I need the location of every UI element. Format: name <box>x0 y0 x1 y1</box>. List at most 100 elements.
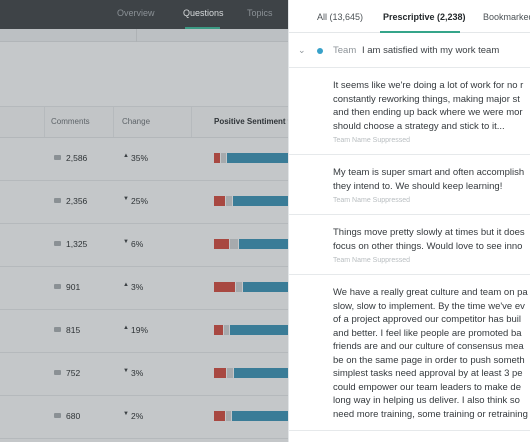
top-navigation: Overview Questions Topics <box>0 0 290 29</box>
nav-tab-topics[interactable]: Topics <box>247 8 273 18</box>
sentiment-bar <box>214 153 290 163</box>
comment-team-label: Team Name Suppressed <box>333 137 411 144</box>
sentiment-neutral-segment <box>227 368 233 378</box>
comments-column-header[interactable]: Comments <box>51 117 90 126</box>
sentiment-bar <box>214 196 290 206</box>
sentiment-positive-segment <box>232 411 290 421</box>
comment-line: could empower our team leaders to make d… <box>333 381 521 393</box>
sentiment-bar <box>214 282 290 292</box>
chevron-down-icon[interactable]: ⌄ <box>298 45 306 55</box>
comment-icon <box>54 413 61 418</box>
comment-line: simplest tasks need approval by at least… <box>333 368 523 379</box>
sentiment-bar <box>214 411 290 421</box>
comment-count: 2,586 <box>66 153 88 163</box>
comment-icon <box>54 327 61 332</box>
column-separator <box>44 107 45 137</box>
status-dot-icon <box>317 48 323 54</box>
tab-prescriptive[interactable]: Prescriptive (2,238) <box>383 12 466 22</box>
change-value: 6% <box>131 239 144 249</box>
comment-line: constantly reworking things, making majo… <box>333 93 520 105</box>
comment-icon <box>54 370 61 375</box>
sentiment-positive-segment <box>234 368 290 378</box>
sentiment-positive-segment <box>233 196 290 206</box>
question-filter[interactable]: ⌄ Team I am satisfied with my work team <box>289 34 530 68</box>
sentiment-positive-segment <box>243 282 290 292</box>
comment-team-label: Team Name Suppressed <box>333 197 411 204</box>
comment-line: they intend to. We should keep learning! <box>333 180 503 192</box>
change-direction-icon: ▲ <box>123 153 129 159</box>
drawer-tabs: All (13,645) Prescriptive (2,238) Bookma… <box>289 0 530 33</box>
comments-drawer: All (13,645) Prescriptive (2,238) Bookma… <box>288 0 530 442</box>
comment-line: should choose a strategy and stick to it… <box>333 120 505 132</box>
comment-count: 752 <box>66 368 81 378</box>
nav-tab-questions[interactable]: Questions <box>183 8 224 18</box>
table-header: Comments Change Positive Sentiment ▾ <box>0 106 290 138</box>
change-direction-icon: ▼ <box>123 411 129 417</box>
comment-item[interactable]: We have a really great culture and team … <box>289 275 530 431</box>
comment-item[interactable]: Things move pretty slowly at times but i… <box>289 215 530 275</box>
comment-icon <box>54 284 61 289</box>
tab-all[interactable]: All (13,645) <box>317 12 364 22</box>
sub-toolbar <box>0 29 290 42</box>
comment-line: and then ending up back where we were mo… <box>333 107 523 118</box>
comment-line: It seems like we're doing a lot of work … <box>333 80 524 91</box>
comment-line: Things move pretty slowly at times but i… <box>333 227 525 238</box>
filter-tag: Team <box>333 45 357 56</box>
change-direction-icon: ▼ <box>123 239 129 245</box>
sentiment-negative-segment <box>214 368 226 378</box>
filter-question-text: I am satisfied with my work team <box>362 45 500 56</box>
comment-line: be on the same page in order to push som… <box>333 354 525 366</box>
sentiment-positive-segment <box>239 239 290 249</box>
change-value: 3% <box>131 368 144 378</box>
sentiment-positive-segment <box>230 325 290 335</box>
comment-line: focus on other things. Would love to see… <box>333 240 523 252</box>
sentiment-neutral-segment <box>221 153 226 163</box>
table-row[interactable]: 815 ▲ 19% <box>0 310 290 353</box>
comment-line: We have a really great culture and team … <box>333 287 528 298</box>
comment-team-label: Team Name Suppressed <box>333 257 411 264</box>
sentiment-negative-segment <box>214 196 225 206</box>
nav-tab-overview[interactable]: Overview <box>117 8 155 18</box>
table-row[interactable]: 2,586 ▲ 35% <box>0 138 290 181</box>
comment-line: long way in helping us deliver. I also t… <box>333 395 520 406</box>
change-value: 25% <box>131 196 149 206</box>
sentiment-neutral-segment <box>236 282 242 292</box>
change-direction-icon: ▼ <box>123 196 129 202</box>
dashboard-background: Overview Questions Topics Comments Chang… <box>0 0 290 439</box>
comment-line: My team is super smart and often accompl… <box>333 167 525 178</box>
table-row[interactable]: 901 ▲ 3% <box>0 267 290 310</box>
comment-line: of a project approved our competitor has… <box>333 314 521 325</box>
table-row[interactable]: 1,325 ▼ 6% <box>0 224 290 267</box>
comment-text: My team is super smart and often accompl… <box>333 166 530 193</box>
summary-area <box>0 42 290 106</box>
sentiment-negative-segment <box>214 325 223 335</box>
change-value: 35% <box>131 153 149 163</box>
sentiment-column-header[interactable]: Positive Sentiment ▾ <box>214 117 290 126</box>
comment-icon <box>54 155 61 160</box>
change-column-header[interactable]: Change <box>122 117 151 126</box>
comment-item[interactable]: My team is super smart and often accompl… <box>289 155 530 215</box>
change-value: 19% <box>131 325 149 335</box>
active-tab-indicator <box>185 27 220 29</box>
table-row[interactable]: 680 ▼ 2% <box>0 396 290 439</box>
sentiment-negative-segment <box>214 282 235 292</box>
tab-bookmarked[interactable]: Bookmarked <box>483 12 530 22</box>
comment-line: friends are and our culture of consensus… <box>333 341 524 352</box>
comment-count: 815 <box>66 325 81 335</box>
comment-line: and better. I feel like people are promo… <box>333 327 522 339</box>
comment-text: Things move pretty slowly at times but i… <box>333 226 530 253</box>
sentiment-neutral-segment <box>230 239 238 249</box>
comment-count: 680 <box>66 411 81 421</box>
table-row[interactable]: 752 ▼ 3% <box>0 353 290 396</box>
sentiment-negative-segment <box>214 411 225 421</box>
sentiment-neutral-segment <box>224 325 229 335</box>
table-row[interactable]: 2,356 ▼ 25% <box>0 181 290 224</box>
sentiment-neutral-segment <box>226 196 232 206</box>
comment-text: It seems like we're doing a lot of work … <box>333 79 530 133</box>
comment-icon <box>54 198 61 203</box>
sentiment-negative-segment <box>214 239 229 249</box>
column-separator <box>191 107 192 137</box>
change-direction-icon: ▼ <box>123 368 129 374</box>
sentiment-bar <box>214 368 290 378</box>
comment-item[interactable]: It seems like we're doing a lot of work … <box>289 68 530 155</box>
